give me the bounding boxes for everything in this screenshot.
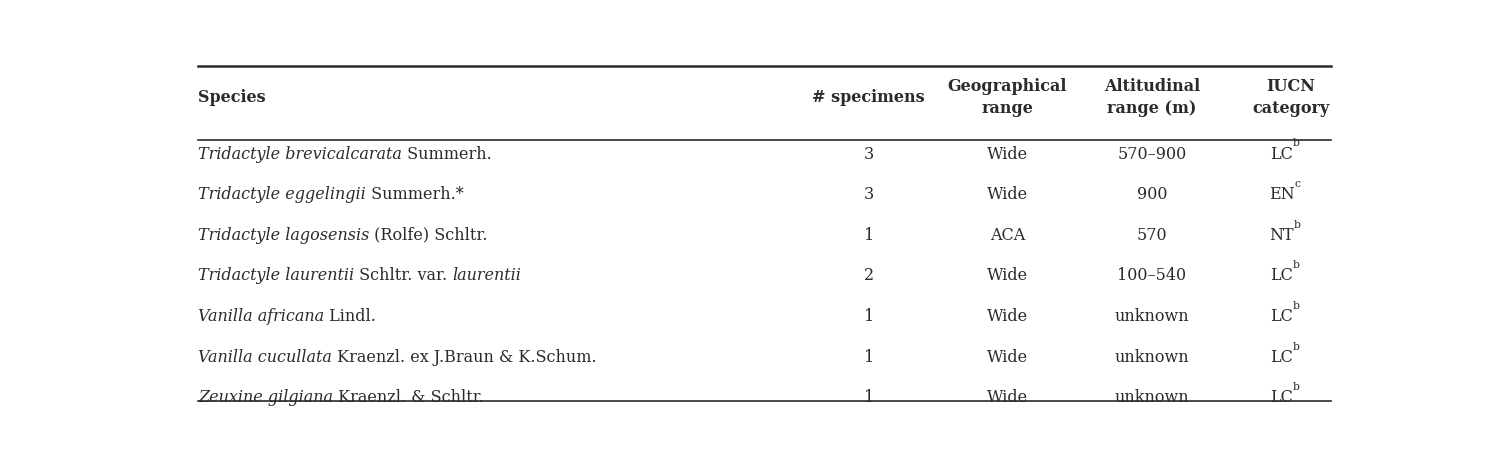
- Text: 1: 1: [864, 349, 874, 366]
- Text: 2: 2: [864, 268, 874, 285]
- Text: Species: Species: [198, 89, 266, 106]
- Text: unknown: unknown: [1115, 349, 1189, 366]
- Text: 570: 570: [1137, 227, 1167, 244]
- Text: Summerh.: Summerh.: [401, 146, 492, 162]
- Text: b: b: [1294, 260, 1300, 270]
- Text: Wide: Wide: [986, 349, 1028, 366]
- Text: Wide: Wide: [986, 308, 1028, 325]
- Text: LC: LC: [1270, 308, 1294, 325]
- Text: Tridactyle eggelingii: Tridactyle eggelingii: [198, 186, 366, 203]
- Text: 3: 3: [864, 146, 874, 162]
- Text: 570–900: 570–900: [1118, 146, 1186, 162]
- Text: Tridactyle lagosensis: Tridactyle lagosensis: [198, 227, 370, 244]
- Text: Lindl.: Lindl.: [324, 308, 376, 325]
- Text: unknown: unknown: [1115, 308, 1189, 325]
- Text: b: b: [1294, 220, 1301, 230]
- Text: Wide: Wide: [986, 268, 1028, 285]
- Text: unknown: unknown: [1115, 389, 1189, 406]
- Text: 1: 1: [864, 389, 874, 406]
- Text: IUCN
category: IUCN category: [1252, 78, 1329, 117]
- Text: c: c: [1295, 179, 1301, 189]
- Text: Schltr. var.: Schltr. var.: [354, 268, 452, 285]
- Text: EN: EN: [1268, 186, 1295, 203]
- Text: 100–540: 100–540: [1118, 268, 1186, 285]
- Text: Tridactyle brevicalcarata: Tridactyle brevicalcarata: [198, 146, 401, 162]
- Text: Altitudinal
range (m): Altitudinal range (m): [1104, 78, 1200, 117]
- Text: Wide: Wide: [986, 146, 1028, 162]
- Text: b: b: [1294, 138, 1300, 148]
- Text: laurentii: laurentii: [452, 268, 521, 285]
- Text: Geographical
range: Geographical range: [947, 78, 1067, 117]
- Text: 1: 1: [864, 308, 874, 325]
- Text: Wide: Wide: [986, 186, 1028, 203]
- Text: NT: NT: [1270, 227, 1294, 244]
- Text: LC: LC: [1270, 349, 1294, 366]
- Text: 3: 3: [864, 186, 874, 203]
- Text: 900: 900: [1137, 186, 1167, 203]
- Text: ACA: ACA: [989, 227, 1025, 244]
- Text: b: b: [1294, 301, 1300, 311]
- Text: LC: LC: [1270, 146, 1294, 162]
- Text: Kraenzl. ex J.Braun & K.Schum.: Kraenzl. ex J.Braun & K.Schum.: [331, 349, 597, 366]
- Text: (Rolfe) Schltr.: (Rolfe) Schltr.: [370, 227, 488, 244]
- Text: Wide: Wide: [986, 389, 1028, 406]
- Text: Vanilla cucullata: Vanilla cucullata: [198, 349, 331, 366]
- Text: b: b: [1294, 341, 1300, 352]
- Text: 1: 1: [864, 227, 874, 244]
- Text: LC: LC: [1270, 389, 1294, 406]
- Text: Vanilla africana: Vanilla africana: [198, 308, 324, 325]
- Text: LC: LC: [1270, 268, 1294, 285]
- Text: Kraenzl. & Schltr.: Kraenzl. & Schltr.: [333, 389, 483, 406]
- Text: Tridactyle laurentii: Tridactyle laurentii: [198, 268, 354, 285]
- Text: Summerh.*: Summerh.*: [366, 186, 464, 203]
- Text: b: b: [1294, 382, 1300, 392]
- Text: # specimens: # specimens: [813, 89, 925, 106]
- Text: Zeuxine gilgiana: Zeuxine gilgiana: [198, 389, 333, 406]
